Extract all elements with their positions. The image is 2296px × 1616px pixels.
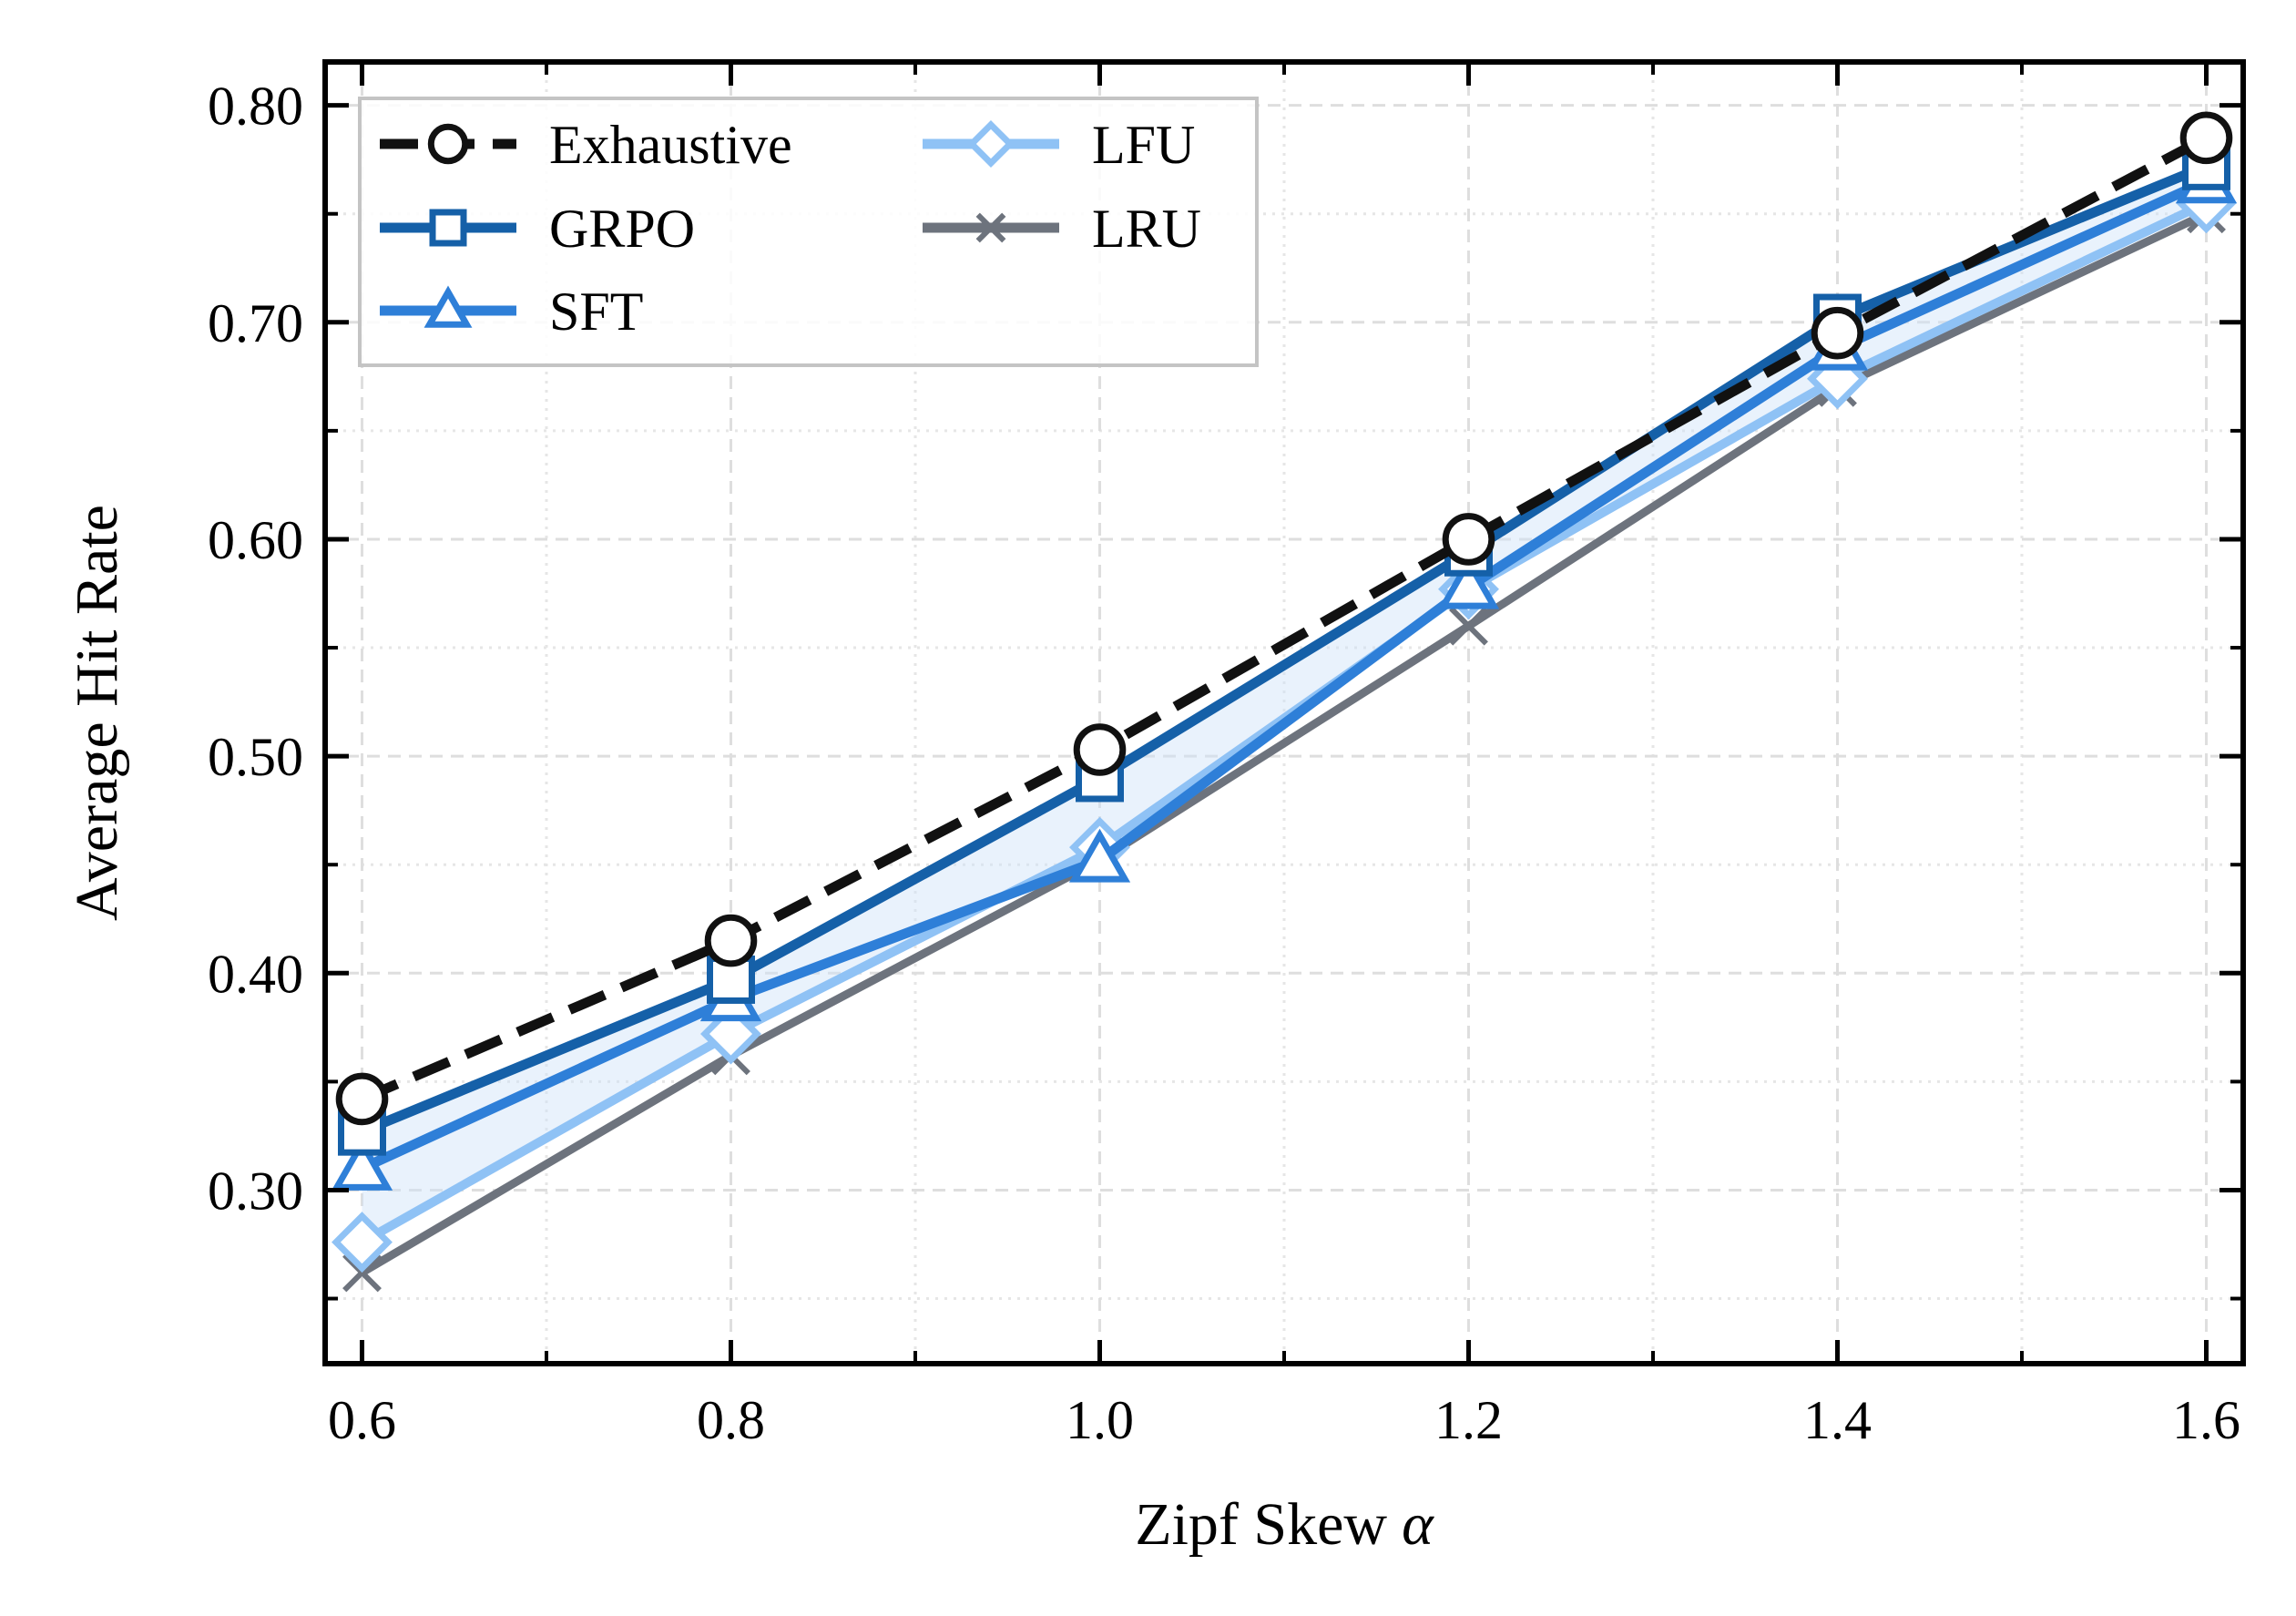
legend-item-exhaustive: Exhaustive xyxy=(380,115,792,175)
x-tick-label: 1.0 xyxy=(1066,1390,1134,1450)
y-tick-label: 0.60 xyxy=(208,510,303,570)
legend-marker-grpo xyxy=(429,209,467,247)
legend-label-sft: SFT xyxy=(549,281,643,342)
series-line-lru xyxy=(360,210,2209,1276)
shaded-band-grpo-lfu xyxy=(362,166,2207,1243)
series-line-exhaustive xyxy=(360,133,2209,1104)
series-lines xyxy=(331,111,2238,1293)
data-point-exhaustive xyxy=(1442,513,1495,566)
data-point-sft xyxy=(1437,555,1500,609)
y-tick-label: 0.40 xyxy=(208,944,303,1004)
y-axis-label: Average Hit Rate xyxy=(64,505,130,921)
legend-item-lru: LRU xyxy=(923,199,1201,259)
data-point-exhaustive xyxy=(1073,723,1127,776)
legend-marker-lru xyxy=(975,212,1006,243)
legend-label-lfu: LFU xyxy=(1092,115,1195,175)
x-tick-label: 0.8 xyxy=(697,1390,765,1450)
x-axis-label-text: Zipf Skew xyxy=(1135,1491,1387,1558)
x-tick-label: 1.4 xyxy=(1803,1390,1872,1450)
legend-item-sft: SFT xyxy=(380,281,643,342)
legend-label-exhaustive: Exhaustive xyxy=(549,115,792,175)
y-tick-label: 0.80 xyxy=(208,77,303,137)
data-point-lru xyxy=(1449,606,1488,646)
legend: Exhaustive GRPO SFT LFU LRU xyxy=(358,97,1259,367)
axis-ticks xyxy=(325,62,2243,1364)
legend-label-grpo: GRPO xyxy=(549,199,695,259)
x-tick-label: 1.2 xyxy=(1434,1390,1503,1450)
data-point-exhaustive xyxy=(704,914,758,967)
data-point-exhaustive xyxy=(1811,306,1864,360)
y-tick-label: 0.70 xyxy=(208,293,303,353)
series-line-grpo xyxy=(360,161,2209,1137)
legend-item-lfu: LFU xyxy=(923,115,1195,175)
x-axis-label-symbol: α xyxy=(1402,1491,1434,1558)
legend-marker-sft xyxy=(423,285,473,328)
y-tick-labels: 0.30 0.40 0.50 0.60 0.70 0.80 xyxy=(208,77,303,1222)
y-tick-label: 0.30 xyxy=(208,1161,303,1221)
series-exhaustive xyxy=(335,111,2233,1126)
legend-label-lru: LRU xyxy=(1092,199,1201,259)
x-tick-label: 0.6 xyxy=(328,1390,396,1450)
x-tick-label: 1.6 xyxy=(2172,1390,2240,1450)
x-axis-label: Zipf Skew α xyxy=(1135,1491,1434,1558)
y-tick-label: 0.50 xyxy=(208,727,303,787)
series-line-sft xyxy=(360,176,2209,1173)
data-point-lfu xyxy=(332,1212,393,1273)
data-point-sft xyxy=(331,1136,393,1191)
legend-marker-exhaustive xyxy=(427,123,469,165)
legend-item-grpo: GRPO xyxy=(380,199,695,259)
data-point-exhaustive xyxy=(335,1072,389,1126)
data-point-sft xyxy=(1068,828,1131,883)
data-point-exhaustive xyxy=(2179,111,2233,165)
legend-marker-lfu xyxy=(966,119,1015,169)
x-tick-labels: 0.6 0.8 1.0 1.2 1.4 1.6 xyxy=(328,1390,2240,1450)
